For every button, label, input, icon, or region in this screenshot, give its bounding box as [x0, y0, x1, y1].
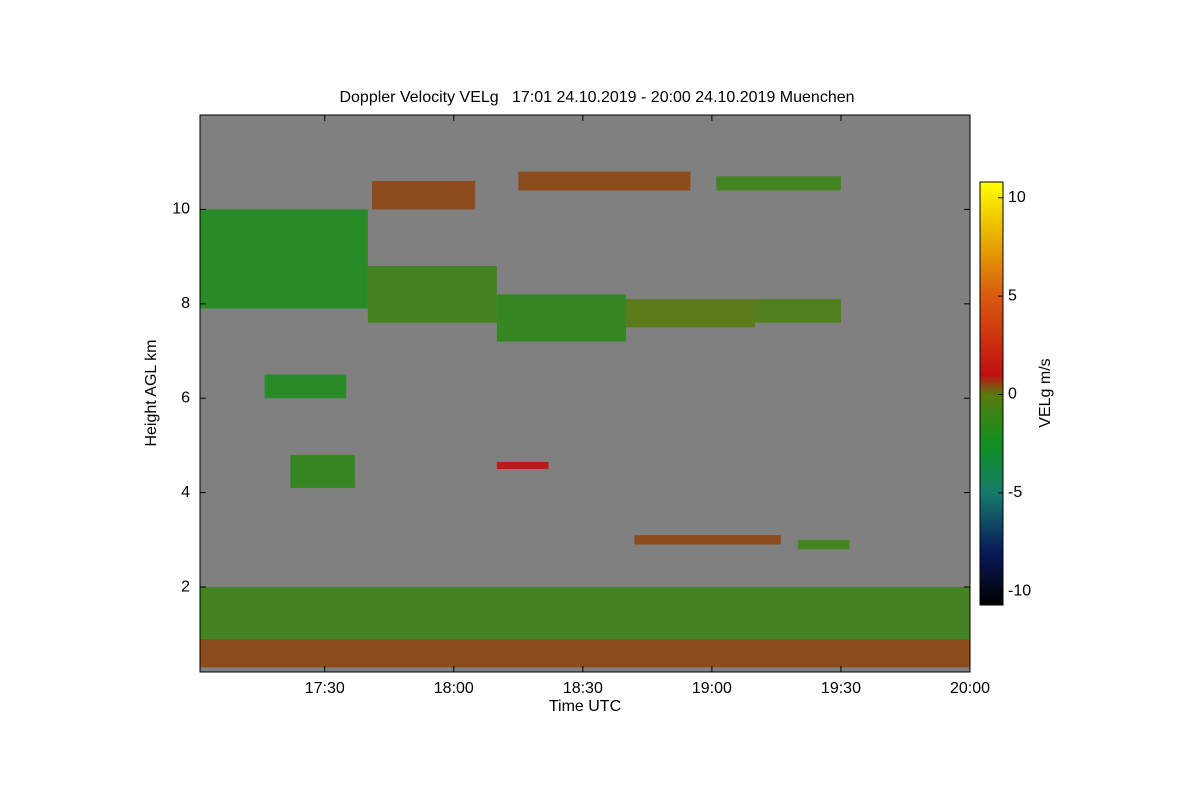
y-tick-label: 2	[181, 578, 190, 595]
plot-frame	[199, 114, 971, 673]
chart-title: Doppler Velocity VELg 17:01 24.10.2019 -…	[339, 89, 854, 106]
echo-cell	[716, 176, 841, 191]
colorbar	[979, 181, 1004, 606]
echo-cell	[200, 209, 368, 309]
echo-cell	[264, 374, 347, 399]
x-tick-label: 17:30	[305, 680, 345, 697]
colorbar-tick-label: 0	[1008, 386, 1017, 403]
x-tick-label: 19:00	[692, 680, 732, 697]
echo-cell	[518, 171, 691, 191]
y-tick-label: 10	[172, 201, 190, 218]
colorbar-tick-label: 5	[1008, 287, 1017, 304]
x-tick-label: 19:30	[821, 680, 861, 697]
echo-cell	[200, 638, 970, 668]
echo-cell	[290, 454, 355, 488]
x-axis-label: Time UTC	[549, 698, 621, 715]
echo-cell	[625, 299, 755, 328]
echo-cells	[200, 171, 970, 668]
x-tick-label: 18:30	[563, 680, 603, 697]
echo-cell	[371, 181, 476, 210]
echo-cell	[367, 266, 497, 323]
y-axis-label: Height AGL km	[143, 339, 160, 446]
colorbar-label: VELg m/s	[1037, 358, 1054, 427]
echo-cell	[634, 535, 781, 545]
colorbar-tick-label: -10	[1008, 582, 1031, 599]
echo-cell	[200, 587, 970, 639]
echo-cell	[496, 461, 549, 470]
echo-cell	[496, 294, 626, 342]
echo-cell	[754, 299, 841, 323]
y-tick-label: 4	[181, 484, 190, 501]
x-tick-label: 20:00	[950, 680, 990, 697]
colorbar-tick-label: 10	[1008, 189, 1026, 206]
x-tick-label: 18:00	[434, 680, 474, 697]
colorbar-tick-label: -5	[1008, 484, 1022, 501]
echo-cell	[797, 539, 850, 550]
y-tick-label: 6	[181, 389, 190, 406]
y-tick-label: 8	[181, 295, 190, 312]
